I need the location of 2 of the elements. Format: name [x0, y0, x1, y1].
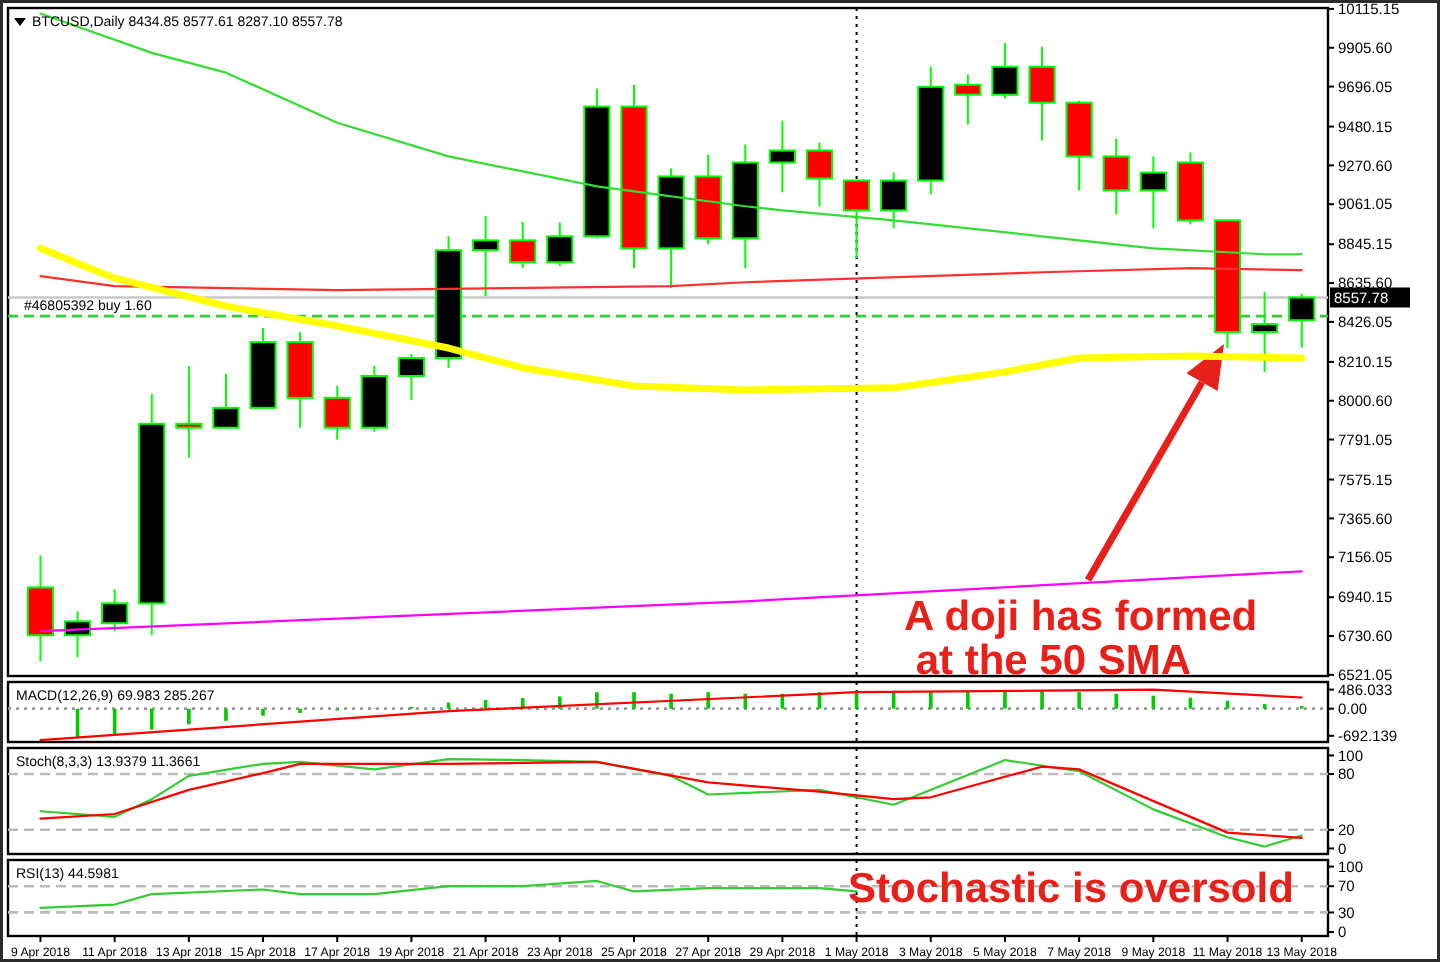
annotation: A doji has formed at the 50 SMA [904, 594, 1258, 684]
annotation: Stochastic is oversold [848, 866, 1294, 912]
